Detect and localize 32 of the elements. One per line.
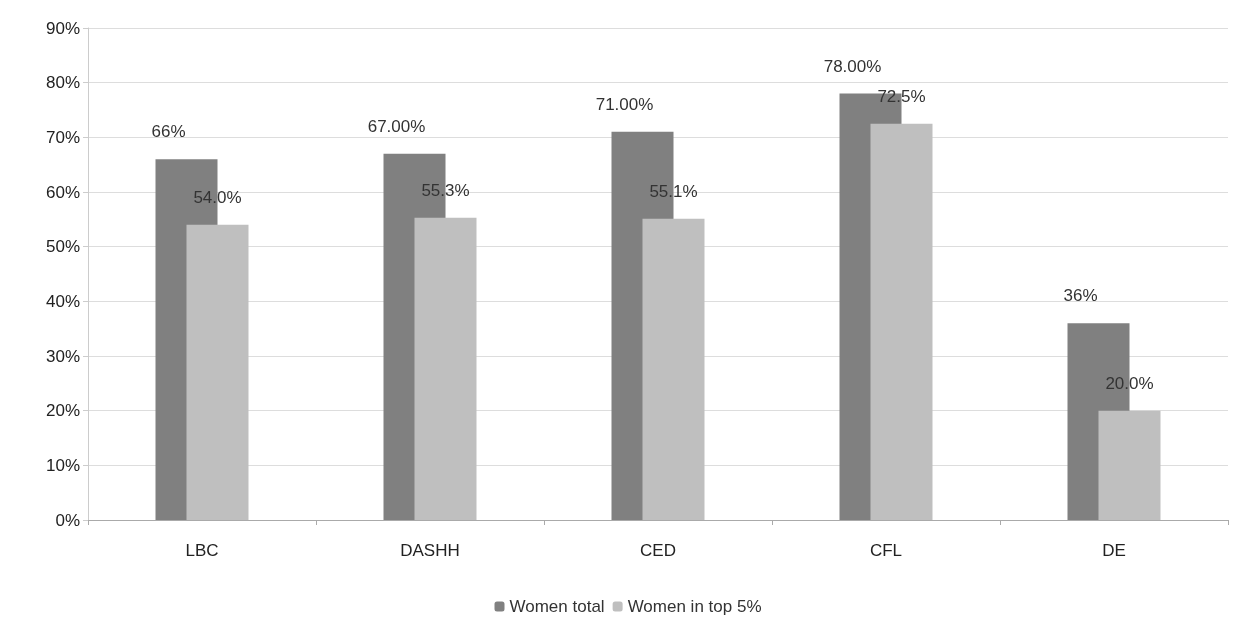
bar	[186, 224, 249, 520]
x-tick-label: CFL	[869, 541, 903, 560]
x-tick-label: CED	[640, 541, 676, 560]
bar	[414, 217, 477, 520]
y-tick-label: 30%	[45, 346, 80, 366]
y-tick-label: 10%	[45, 455, 80, 475]
data-label: 72.5%	[877, 86, 926, 106]
data-label: 66%	[151, 122, 186, 142]
data-label: 67.00%	[367, 116, 426, 136]
legend-label: Women total	[509, 597, 605, 616]
bar	[642, 218, 705, 520]
bar	[870, 123, 933, 520]
data-label: 36%	[1063, 286, 1098, 306]
y-tick-label: 80%	[45, 73, 80, 93]
y-tick-label: 60%	[45, 182, 80, 202]
legend-label: Women in top 5%	[627, 597, 762, 616]
data-label: 20.0%	[1105, 373, 1154, 393]
x-tick-label: LBC	[185, 541, 219, 560]
y-tick-label: 50%	[45, 237, 80, 257]
y-tick-label: 90%	[45, 18, 80, 38]
y-tick-label: 0%	[55, 510, 80, 530]
y-tick-label: 20%	[45, 401, 80, 421]
y-tick-label: 70%	[45, 127, 80, 147]
data-label: 71.00%	[595, 94, 654, 114]
data-label: 55.3%	[421, 180, 470, 200]
data-label: 55.1%	[649, 181, 698, 201]
bar	[1098, 410, 1161, 520]
data-label: 54.0%	[193, 187, 242, 207]
x-tick-label: DASHH	[400, 541, 460, 560]
data-label: 78.00%	[823, 56, 882, 76]
y-tick-label: 40%	[45, 291, 80, 311]
x-tick-label: DE	[1102, 541, 1126, 560]
